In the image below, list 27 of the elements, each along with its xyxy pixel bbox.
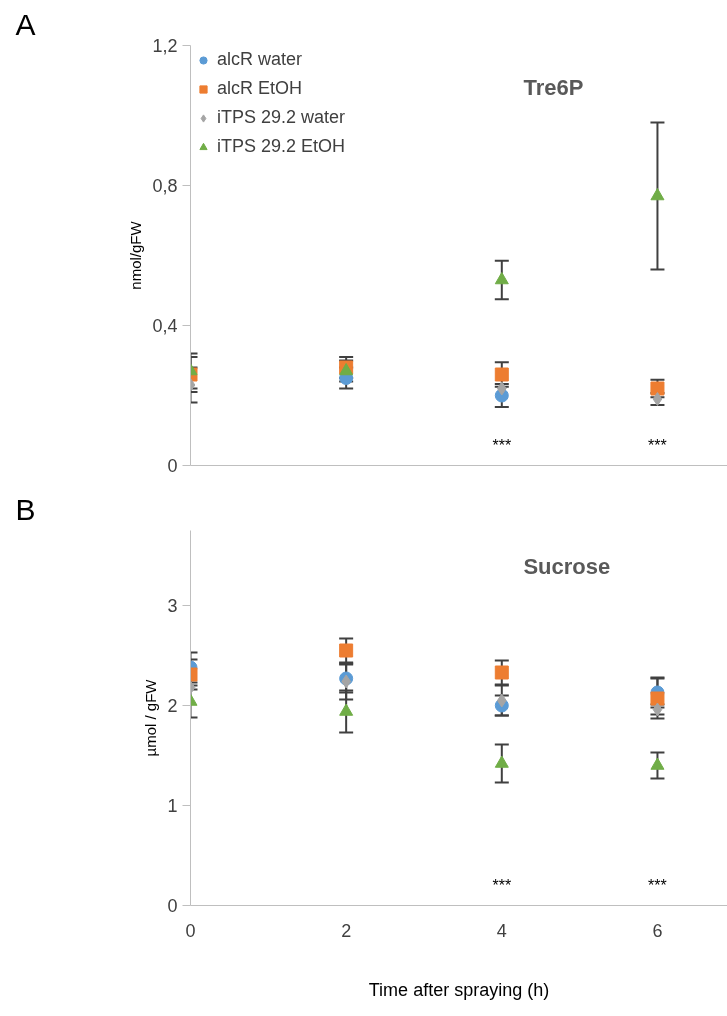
text: Tre6P — [523, 75, 584, 101]
y-tick-label: 2 — [167, 696, 178, 716]
y-tick-label: 1 — [167, 796, 178, 816]
x-tick-label: 0 — [185, 920, 196, 941]
legend-label: alcR EtOH — [217, 78, 303, 99]
annotation: *** — [648, 876, 667, 894]
x-tick-label: 6 — [652, 920, 663, 941]
text: Sucrose — [523, 554, 611, 580]
y-axis-title: nmol/gFW — [127, 220, 145, 290]
legend-label: iTPS 29.2 EtOH — [217, 136, 346, 157]
legend-label: alcR water — [217, 49, 303, 70]
text: A — [15, 7, 36, 41]
y-tick-label: 0,8 — [152, 176, 178, 196]
x-axis-title: Time after spraying (h) — [368, 979, 550, 1000]
text: B — [15, 492, 36, 526]
annotation: *** — [492, 436, 512, 454]
x-tick-label: 4 — [496, 920, 507, 941]
y-tick-label: 3 — [167, 596, 178, 616]
annotation: *** — [648, 436, 667, 454]
y-tick-label: 0 — [167, 896, 178, 916]
annotation: *** — [492, 876, 512, 894]
y-tick-label: 0,4 — [152, 316, 178, 336]
y-axis-title: µmol / gFW — [142, 678, 160, 757]
legend-label: iTPS 29.2 water — [217, 107, 346, 128]
y-tick-label: 1,2 — [152, 36, 178, 56]
x-tick-label: 2 — [341, 920, 352, 941]
y-tick-label: 0 — [167, 456, 178, 476]
